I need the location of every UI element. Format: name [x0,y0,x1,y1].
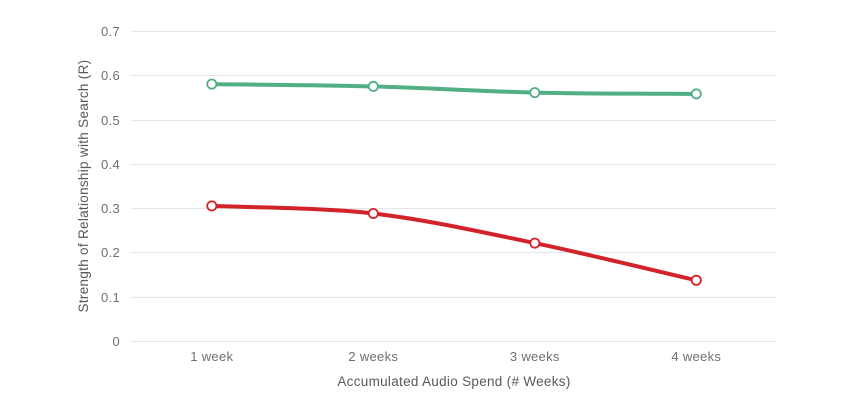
y-tick-label: 0.5 [101,113,120,128]
series-line-red [209,203,699,283]
x-tick-labels-group: 1 week 2 weeks 3 weeks 4 weeks [190,349,721,364]
data-point-marker-green [529,87,541,99]
data-point-marker-red [206,200,218,212]
x-tick-label: 4 weeks [671,349,721,364]
data-point-marker-red [529,237,541,249]
data-point-marker-green [690,88,702,100]
y-tick-label: 0 [112,334,120,349]
y-tick-label: 0.1 [101,290,120,305]
y-tick-label: 0.2 [101,245,120,260]
data-point-marker-red [690,274,702,286]
x-tick-label: 3 weeks [510,349,560,364]
data-point-markers-group [206,78,702,286]
y-tick-label: 0.7 [101,24,120,39]
gridlines-group [131,30,777,343]
y-tick-label: 0.3 [101,201,120,216]
y-tick-label: 0.6 [101,68,120,83]
y-tick-label: 0.4 [101,157,120,172]
y-axis-title: Strength of Relationship with Search (R) [76,60,91,313]
x-tick-label: 2 weeks [348,349,398,364]
series-lines-group [209,82,699,283]
x-tick-label: 1 week [190,349,233,364]
series-line-green [209,82,699,96]
y-tick-labels-group: 0 0.1 0.2 0.3 0.4 0.5 0.6 0.7 [101,24,120,349]
x-axis-title: Accumulated Audio Spend (# Weeks) [337,374,570,389]
data-point-marker-green [367,80,379,92]
data-point-marker-red [367,207,379,219]
data-point-marker-green [206,78,218,90]
